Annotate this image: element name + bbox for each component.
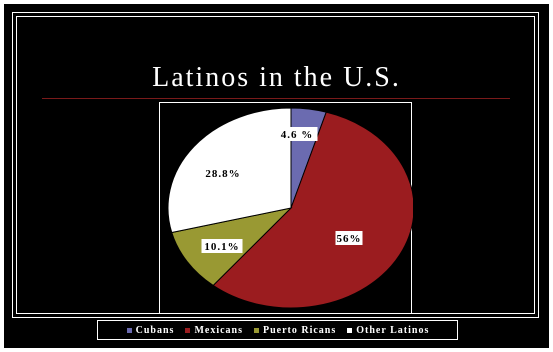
data-label-other-latinos: 28.8%	[202, 166, 244, 180]
legend-label: Mexicans	[194, 324, 243, 336]
pie-slice-mexicans	[212, 111, 413, 309]
data-label-text: 4.6 %	[281, 129, 314, 141]
data-label-mexicans: 56%	[335, 231, 363, 245]
legend-label: Puerto Ricans	[262, 324, 337, 336]
legend-label: Other Latinos	[356, 324, 430, 336]
legend-swatch	[125, 326, 133, 334]
legend-label: Cubans	[135, 324, 175, 336]
data-label-text: 10.1%	[204, 241, 239, 253]
legend-item-mexicans: Mexicans	[184, 325, 243, 336]
legend-swatch	[346, 326, 354, 334]
slide: Latinos in the U.S. 4.6 % 56% 10.1% 28.8% C…	[4, 4, 549, 348]
legend-swatch	[184, 326, 192, 334]
data-label-background	[202, 166, 244, 180]
title-divider	[42, 98, 510, 99]
data-label-cubans: 4.6 %	[276, 127, 318, 141]
data-label-background	[201, 239, 243, 253]
data-label-puerto-ricans: 10.1%	[201, 239, 243, 253]
data-label-background	[276, 127, 318, 141]
data-label-text: 28.8%	[205, 168, 240, 180]
data-label-text: 56%	[337, 233, 362, 245]
pie-chart: 4.6 % 56% 10.1% 28.8%	[167, 107, 413, 309]
data-label-background	[335, 231, 363, 245]
legend-item-cubans: Cubans	[125, 324, 175, 336]
slide-title: Latinos in the U.S.	[152, 62, 401, 93]
legend-item-puerto-ricans: Puerto Ricans	[252, 324, 337, 336]
chart-legend: Cubans Mexicans Puerto Ricans Other Latinos	[97, 320, 458, 340]
legend-swatch	[252, 326, 260, 334]
legend-item-other-latinos: Other Latinos	[346, 325, 429, 336]
chart-plot-area: 4.6 % 56% 10.1% 28.8%	[159, 102, 413, 314]
